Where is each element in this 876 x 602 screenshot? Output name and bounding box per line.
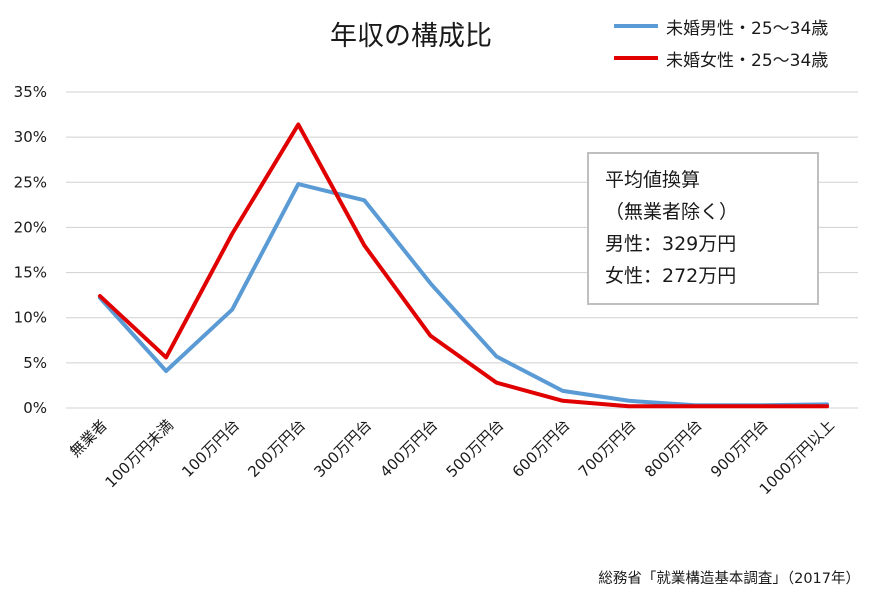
x-tick-label: 800万円台 [641, 416, 706, 481]
x-tick-label: 100万円台 [178, 416, 243, 481]
chart-title: 年収の構成比 [330, 21, 492, 52]
y-tick-label: 15% [14, 264, 47, 282]
source-note: 総務省「就業構造基本調査」（2017年） [598, 571, 860, 587]
x-tick-label: 900万円台 [707, 416, 772, 481]
y-tick-label: 0% [23, 399, 47, 417]
x-tick-label: 400万円台 [377, 416, 442, 481]
y-tick-label: 10% [14, 309, 47, 327]
legend-label-female: 未婚女性・25～34歳 [666, 50, 829, 71]
series-line-female [98, 122, 830, 409]
x-tick-label: 300万円台 [310, 416, 375, 481]
y-tick-label: 5% [23, 354, 47, 372]
legend-swatch-male [614, 24, 658, 28]
y-tick-label: 35% [14, 83, 47, 101]
legend-item-male: 未婚男性・25～34歳 [614, 10, 828, 42]
note-male-average: 男性：329万円 [605, 233, 737, 255]
x-tick-label: 500万円台 [443, 416, 508, 481]
y-tick-label: 25% [14, 173, 47, 191]
note-heading: 平均値換算 [605, 169, 701, 191]
note-female-average: 女性：272万円 [605, 265, 737, 287]
x-tick-label: 無業者 [66, 416, 111, 461]
average-income-note: 平均値換算 （無業者除く） 男性：329万円 女性：272万円 [587, 152, 819, 305]
legend-swatch-female [614, 56, 658, 60]
y-tick-label: 30% [14, 128, 47, 146]
x-tick-label: 700万円台 [575, 416, 640, 481]
x-tick-label: 600万円台 [509, 416, 574, 481]
legend-label-male: 未婚男性・25～34歳 [666, 18, 829, 39]
y-tick-label: 20% [14, 218, 47, 236]
legend: 未婚男性・25～34歳 未婚女性・25～34歳 [614, 10, 828, 74]
note-subheading: （無業者除く） [605, 201, 739, 223]
x-tick-label: 200万円台 [244, 416, 309, 481]
x-tick-label: 100万円未満 [102, 416, 177, 491]
legend-item-female: 未婚女性・25～34歳 [614, 42, 828, 74]
